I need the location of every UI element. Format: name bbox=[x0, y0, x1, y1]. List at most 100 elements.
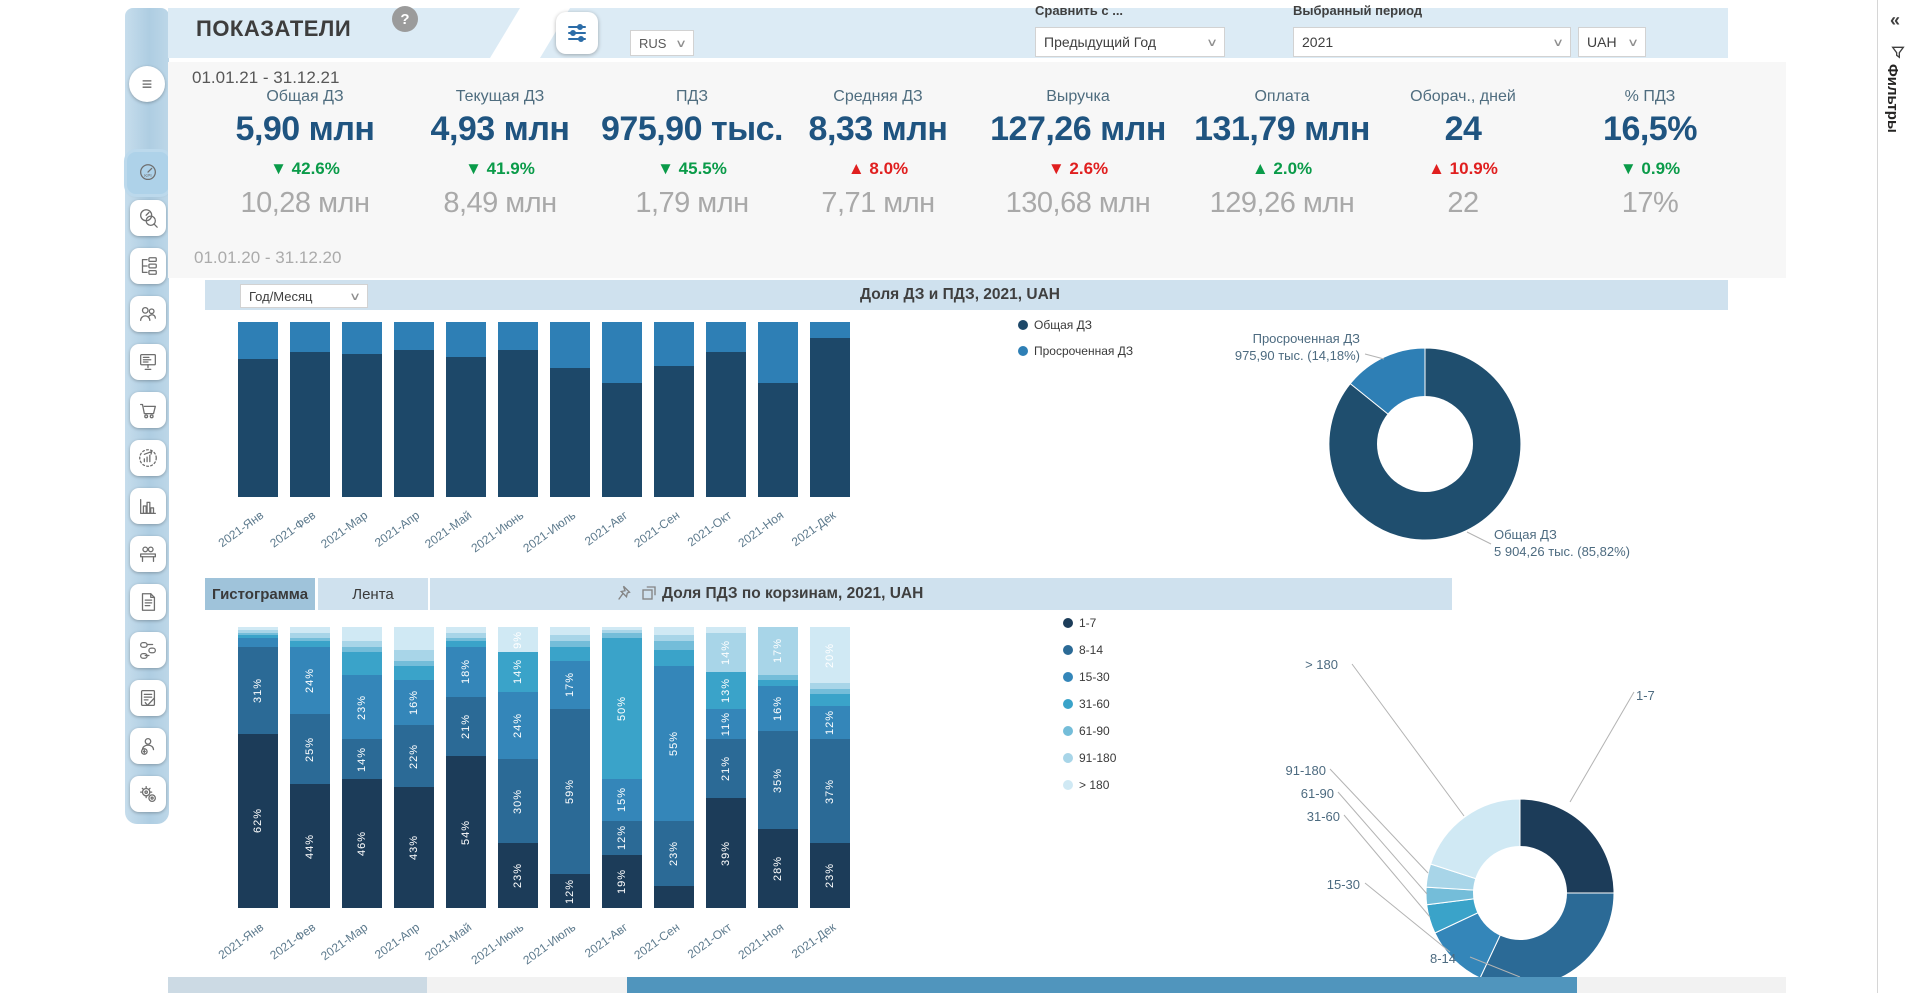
sidebar-item-process-flow[interactable] bbox=[130, 248, 166, 284]
bar-column-2021-Ноя[interactable] bbox=[758, 322, 798, 497]
bar-column-2021-Май[interactable]: 54% 21% 18% bbox=[446, 627, 486, 908]
bar-column-2021-Мар[interactable]: 46% 14% 23% bbox=[342, 627, 382, 908]
tab-histogram[interactable]: Гистограмма bbox=[205, 578, 315, 610]
bar-column-2021-Июнь[interactable] bbox=[498, 322, 538, 497]
sidebar-item-documents[interactable] bbox=[130, 584, 166, 620]
kpi-card[interactable]: Оборач., дней 24 ▲ 10.9% 22 bbox=[1368, 88, 1558, 220]
granularity-select[interactable]: Год/Месяц ∨ bbox=[240, 284, 368, 308]
segment-label: 19% bbox=[616, 868, 628, 894]
kpi-card[interactable]: Текущая ДЗ 4,93 млн ▼ 41.9% 8,49 млн bbox=[405, 88, 595, 220]
dz-pdz-donut-chart[interactable] bbox=[1215, 332, 1635, 562]
sidebar-item-pipeline[interactable] bbox=[130, 632, 166, 668]
currency-select[interactable]: UAH ∨ bbox=[1578, 27, 1646, 57]
bar-segment: 23% bbox=[342, 674, 382, 740]
kpi-card[interactable]: % ПДЗ 16,5% ▼ 0.9% 17% bbox=[1555, 88, 1745, 220]
legend-label: 15-30 bbox=[1079, 670, 1110, 684]
sidebar-item-meeting[interactable] bbox=[130, 536, 166, 572]
sidebar-item-debtors[interactable] bbox=[130, 728, 166, 764]
bar-segment: 12% bbox=[550, 874, 590, 908]
bar-column-2021-Ноя[interactable]: 28% 35% 16% 17% bbox=[758, 627, 798, 908]
bar-column-2021-Фев[interactable] bbox=[290, 322, 330, 497]
bar-column-2021-Окт[interactable] bbox=[706, 322, 746, 497]
kpi-card[interactable]: Оплата 131,79 млн ▲ 2.0% 129,26 млн bbox=[1187, 88, 1377, 220]
sidebar-item-purchases[interactable] bbox=[130, 392, 166, 428]
donut2-callout-1-7: 1-7 bbox=[1636, 688, 1655, 703]
bar-column-2021-Май[interactable] bbox=[446, 322, 486, 497]
bar-column-2021-Июль[interactable]: 12% 59% 17% bbox=[550, 627, 590, 908]
bar-column-2021-Апр[interactable] bbox=[394, 322, 434, 497]
sliders-filter-button[interactable] bbox=[556, 12, 598, 54]
help-button[interactable]: ? bbox=[392, 6, 418, 32]
donut-hole bbox=[1473, 846, 1567, 940]
pin-icon[interactable] bbox=[616, 584, 634, 602]
bar-column-2021-Авг[interactable]: 19% 12% 15% 50% bbox=[602, 627, 642, 908]
tab-ribbon[interactable]: Лента bbox=[318, 578, 428, 610]
scrollbar-track[interactable] bbox=[427, 977, 627, 993]
legend-item-61-90[interactable]: 61-90 bbox=[1063, 724, 1110, 738]
bar-segment bbox=[654, 641, 694, 650]
compare-select[interactable]: Предыдущий Год ∨ bbox=[1035, 27, 1225, 57]
bar-column-2021-Дек[interactable] bbox=[810, 322, 850, 497]
segment-label: 25% bbox=[304, 736, 316, 762]
bar-column-2021-Янв[interactable] bbox=[238, 322, 278, 497]
bar-segment bbox=[238, 638, 278, 647]
sidebar-item-bar-analytics[interactable] bbox=[130, 488, 166, 524]
legend-item-15-30[interactable]: 15-30 bbox=[1063, 670, 1110, 684]
legend-item-> 180[interactable]: > 180 bbox=[1063, 778, 1109, 792]
sidebar-item-report-board[interactable] bbox=[130, 344, 166, 380]
kpi-card[interactable]: Общая ДЗ 5,90 млн ▼ 42.6% 10,28 млн bbox=[210, 88, 400, 220]
segment-label: 15% bbox=[616, 787, 628, 813]
bar-segment bbox=[654, 322, 694, 366]
sidebar-item-menu[interactable]: ≡ bbox=[129, 66, 165, 102]
legend-item-8-14[interactable]: 8-14 bbox=[1063, 643, 1103, 657]
collapse-filters-button[interactable]: « bbox=[1890, 10, 1901, 30]
kpi-value: 8,33 млн bbox=[808, 110, 948, 148]
kpi-label: Общая ДЗ bbox=[266, 88, 344, 105]
bar-segment: 39% bbox=[706, 798, 746, 908]
sidebar-item-customers[interactable] bbox=[130, 296, 166, 332]
sidebar-item-sales-growth[interactable] bbox=[130, 440, 166, 476]
bar-segment: 17% bbox=[758, 627, 798, 675]
scrollbar-thumb[interactable] bbox=[627, 977, 1577, 993]
bar-column-2021-Мар[interactable] bbox=[342, 322, 382, 497]
bar-segment bbox=[238, 635, 278, 639]
kpi-card[interactable]: Выручка 127,26 млн ▼ 2.6% 130,68 млн bbox=[983, 88, 1173, 220]
bar-column-2021-Янв[interactable]: 62% 31% bbox=[238, 627, 278, 908]
focus-mode-icon[interactable] bbox=[640, 584, 658, 602]
pdz-buckets-donut-chart[interactable] bbox=[1240, 640, 1700, 993]
bar-column-2021-Фев[interactable]: 44% 25% 24% bbox=[290, 627, 330, 908]
sidebar-item-kpi-analysis[interactable] bbox=[130, 200, 166, 236]
sidebar-item-kpi-dashboard[interactable]: KPI bbox=[127, 152, 169, 194]
legend-item-Общая ДЗ[interactable]: Общая ДЗ bbox=[1018, 318, 1092, 332]
legend-item-1-7[interactable]: 1-7 bbox=[1063, 616, 1096, 630]
kpi-prior-value: 130,68 млн bbox=[1005, 187, 1151, 219]
bar-column-2021-Апр[interactable]: 43% 22% 16% bbox=[394, 627, 434, 908]
bar-column-2021-Сен[interactable]: 23% 55% bbox=[654, 627, 694, 908]
bar-column-2021-Авг[interactable] bbox=[602, 322, 642, 497]
language-select[interactable]: RUS ∨ bbox=[630, 30, 694, 56]
legend-dot bbox=[1063, 645, 1073, 655]
legend-item-Просроченная ДЗ[interactable]: Просроченная ДЗ bbox=[1018, 344, 1133, 358]
bar-column-2021-Сен[interactable] bbox=[654, 322, 694, 497]
sidebar-item-settings[interactable] bbox=[130, 776, 166, 812]
scrollbar-track-right[interactable] bbox=[1577, 977, 1786, 993]
bar-segment bbox=[654, 365, 694, 497]
kpi-card[interactable]: ПДЗ 975,90 тыс. ▼ 45.5% 1,79 млн bbox=[597, 88, 787, 220]
period-select[interactable]: 2021 ∨ bbox=[1293, 27, 1571, 57]
sidebar-item-contracts[interactable] bbox=[130, 680, 166, 716]
bar-column-2021-Июнь[interactable]: 23% 30% 24% 14% 9% bbox=[498, 627, 538, 908]
segment-label: 50% bbox=[616, 696, 628, 722]
bar-segment bbox=[602, 627, 642, 630]
bar-column-2021-Дек[interactable]: 23% 37% 12% 20% bbox=[810, 627, 850, 908]
bar-segment bbox=[758, 322, 798, 384]
kpi-value: 4,93 млн bbox=[430, 110, 570, 148]
kpi-value: 975,90 тыс. bbox=[601, 110, 783, 148]
bar-segment bbox=[550, 627, 590, 636]
bar-segment: 37% bbox=[810, 739, 850, 844]
legend-item-31-60[interactable]: 31-60 bbox=[1063, 697, 1110, 711]
bar-column-2021-Июль[interactable] bbox=[550, 322, 590, 497]
legend-dot bbox=[1018, 320, 1028, 330]
bar-column-2021-Окт[interactable]: 39% 21% 11% 13% 14% bbox=[706, 627, 746, 908]
legend-item-91-180[interactable]: 91-180 bbox=[1063, 751, 1116, 765]
kpi-card[interactable]: Средняя ДЗ 8,33 млн ▲ 8.0% 7,71 млн bbox=[783, 88, 973, 220]
